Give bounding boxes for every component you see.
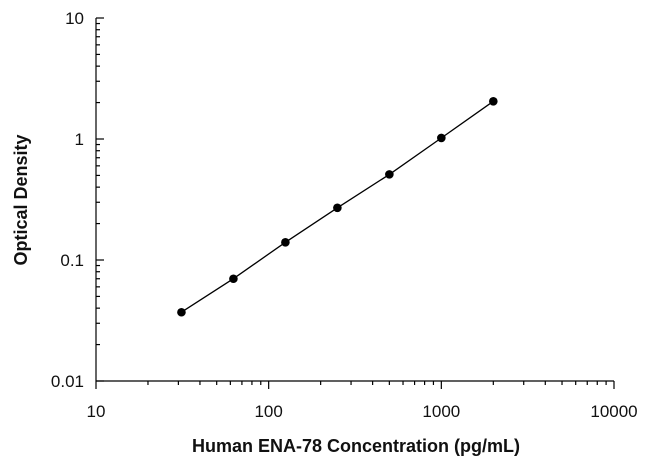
- axes: [95, 18, 614, 382]
- x-tick-label: 10: [87, 402, 106, 421]
- x-tick-label: 100: [254, 402, 282, 421]
- y-tick-label: 0.1: [60, 251, 84, 270]
- data-point: [489, 96, 498, 106]
- data-point: [385, 170, 394, 179]
- data-series: [177, 96, 498, 317]
- data-point: [177, 307, 186, 317]
- y-axis-title: Optical Density: [11, 134, 31, 265]
- y-tick-label: 10: [65, 9, 84, 28]
- x-tick-label: 1000: [422, 402, 460, 421]
- data-point: [333, 203, 342, 213]
- y-tick-label: 0.01: [51, 372, 84, 391]
- axis-tick-labels: 0.01 0.1 1 10 10 100 1000 10000: [51, 9, 638, 421]
- axis-ticks: [95, 17, 615, 389]
- data-point: [229, 274, 238, 284]
- y-tick-label: 1: [75, 130, 84, 149]
- x-axis-title: Human ENA-78 Concentration (pg/mL): [192, 436, 520, 456]
- data-point: [281, 238, 290, 247]
- x-tick-label: 10000: [590, 402, 637, 421]
- data-point: [437, 133, 446, 143]
